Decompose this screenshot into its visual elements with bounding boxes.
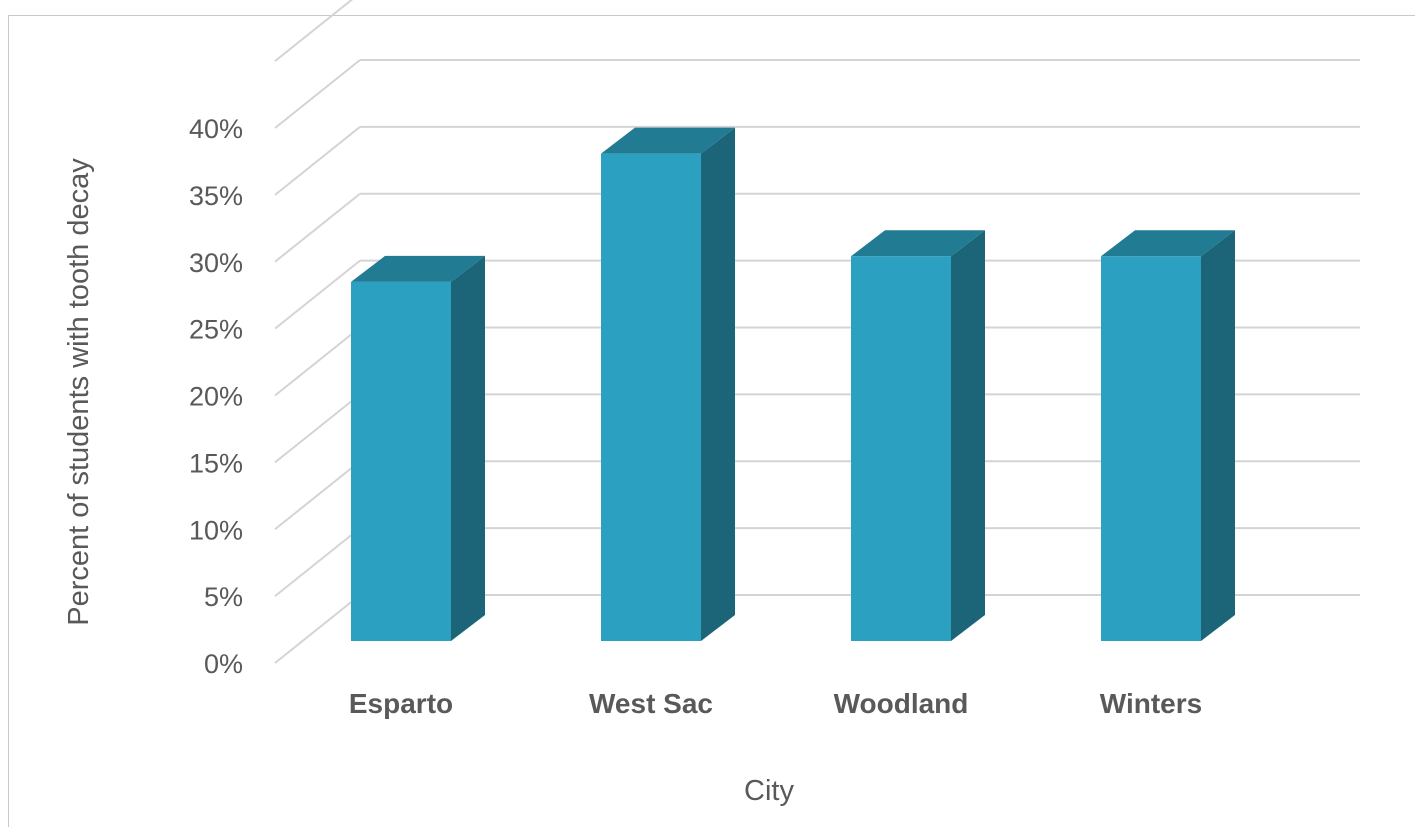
y-tick-label: 20%	[189, 382, 243, 412]
y-tick-labels: 0% 5% 10% 15% 20% 25% 30% 35% 40%	[189, 114, 243, 679]
y-tick-label: 25%	[189, 315, 243, 345]
x-tick-label: Winters	[1100, 688, 1202, 719]
y-tick-label: 15%	[189, 448, 243, 478]
bar	[351, 255, 485, 641]
y-axis-label: Percent of students with tooth decay	[63, 158, 95, 626]
y-tick-label: 5%	[204, 582, 243, 612]
gridline	[274, 59, 1360, 129]
x-tick-labels: Esparto West Sac Woodland Winters	[349, 688, 1202, 719]
gridline	[274, 192, 1360, 263]
x-tick-label: Esparto	[349, 688, 453, 719]
bars	[351, 127, 1235, 641]
y-tick-label: 10%	[189, 515, 243, 545]
y-tick-label: 0%	[204, 649, 243, 679]
bar	[1101, 230, 1235, 641]
x-tick-label: West Sac	[589, 688, 713, 719]
gridline	[274, 0, 354, 62]
bar	[601, 127, 735, 641]
chart-frame	[8, 15, 1415, 827]
gridline	[274, 125, 1360, 196]
y-tick-label: 40%	[189, 114, 243, 144]
bar	[851, 230, 985, 641]
y-tick-label: 30%	[189, 248, 243, 278]
y-tick-label: 35%	[189, 181, 243, 211]
x-tick-label: Woodland	[834, 688, 969, 719]
x-axis-label: City	[744, 775, 794, 807]
